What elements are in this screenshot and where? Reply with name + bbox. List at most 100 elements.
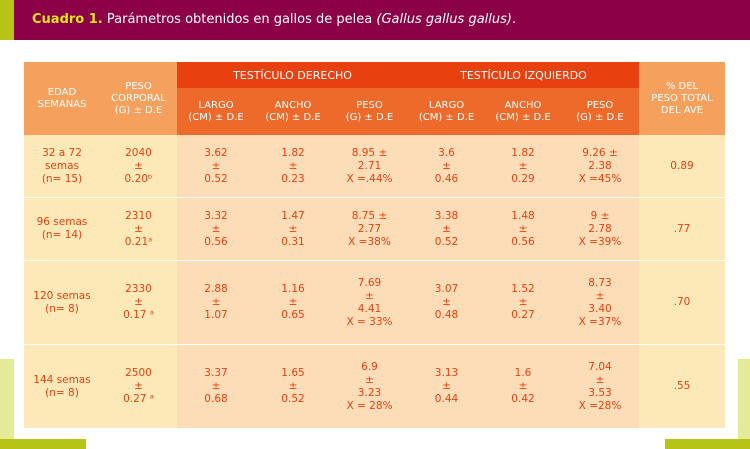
cell-line: ± [442,296,451,309]
cell-line: (CM) ± D.E [265,111,321,123]
cell-line: X =38% [348,235,391,248]
cell-line: 0.27 ᵃ [123,393,154,406]
cell-left-length: 3.38 ±0.52 [408,197,485,261]
cell-line: 3.37 [204,367,228,380]
cell-left-length: 3.13 ±0.44 [408,344,485,428]
table-row: 144 semas (n= 8) 2500 ±0.27 ᵃ 3.37 ±0.68 1.… [24,344,725,428]
header-percent-weight: % DEL PESO TOTAL DEL AVE [639,62,725,135]
cell-line: PESO [356,99,383,111]
cell-line: 3.32 [204,209,228,222]
cell-line: 0.48 [434,309,459,322]
cell-line: LARGO [428,99,465,111]
cell-line: X =39% [578,235,622,248]
cell-line: X =.44% [346,172,393,185]
cell-line: ± [595,373,605,386]
table-caption: Cuadro 1. Parámetros obtenidos en gallos… [32,0,516,40]
cell-line: ± [211,222,221,235]
header-left-length: LARGO (CM) ± D.E [408,88,485,135]
cell-line: 8.95 ± [351,146,388,159]
cell-line: 2.71 [357,159,382,172]
cell-line: ± [134,159,143,172]
cell-age: 144 semas (n= 8) [24,344,100,428]
cell-line: semas [44,159,80,172]
cell-line: 0.31 [281,235,305,248]
cell-line: 1.6 [514,367,532,380]
cell-line: 2310 [125,209,152,222]
cell-right-length: 3.32 ±0.56 [177,197,255,261]
cell-body-weight: 2040 ±0.20ᵇ [100,135,177,198]
header-right-width: ANCHO (CM) ± D.E [255,88,331,135]
cell-right-length: 3.37 ±0.68 [177,344,255,428]
cell-line: 7.69 [357,276,382,289]
cell-right-length: 2.88 ±1.07 [177,260,255,345]
cell-line: ± [518,296,528,309]
cell-left-length: 3.07 ±0.48 [408,260,485,345]
cell-age: 120 semas (n= 8) [24,260,100,345]
cell-age: 32 a 72 semas (n= 15) [24,135,100,198]
cell-line: 0.23 [281,172,305,185]
cell-body-weight: 2310 ±0.21ᵃ [100,197,177,261]
cell-body-weight: 2330 ±0.17 ᵃ [100,260,177,345]
cell-line: PESO [586,99,614,111]
cell-left-width: 1.82 ±0.29 [485,135,561,198]
cell-line: ± [595,289,605,302]
cell-line: 0.21ᵃ [124,235,153,248]
cell-line: 96 semas [36,216,88,229]
cell-right-width: 1.16 ±0.65 [255,260,331,345]
cell-line: 0.56 [511,235,535,248]
cell-line: DEL AVE [660,104,704,116]
cell-left-width: 1.48 ±0.56 [485,197,561,261]
cell-right-width: 1.82 ±0.23 [255,135,331,198]
cell-percent: 0.89 [639,135,725,198]
cell-line: 8.75 ± [351,209,388,222]
cell-left-width: 1.6 ±0.42 [485,344,561,428]
cell-line: ± [134,380,143,393]
cell-line: 0.27 [511,309,535,322]
cell-line: 32 a 72 [42,146,82,159]
cell-line: 120 semas [33,289,91,302]
cell-line: 2.88 [204,283,228,296]
caption-text: Parámetros obtenidos en gallos de pelea [106,12,373,27]
cell-line: (CM) ± D.E [418,111,475,123]
cell-left-weight: 8.73 ±3.40 X =37% [561,260,639,345]
cell-line: 2330 [125,283,152,296]
cell-line: 0.52 [204,172,228,185]
cell-right-weight: 7.69 ±4.41 X = 33% [331,260,408,345]
cell-line: 3.38 [434,209,459,222]
cell-line: (CM) ± D.E [188,111,244,123]
decor-left-block [0,359,14,449]
parameters-table: EDAD SEMANAS PESO CORPORAL (G) ± D.E TESTÍC… [24,62,725,428]
cell-line: (G) ± D.E [576,111,624,123]
cell-line: 1.82 [281,146,305,159]
cell-line: 4.41 [357,302,382,315]
title-bar [0,0,750,40]
header-body-weight: PESO CORPORAL (G) ± D.E [100,62,177,135]
cell-line: 0.42 [511,393,535,406]
decor-bottom-left-bar [0,439,86,449]
cell-line: 6.9 [361,360,378,373]
cell-left-weight: 7.04 ±3.53 X =28% [561,344,639,428]
cell-line: 3.23 [357,386,382,399]
decor-right-block [738,359,750,449]
cell-line: X = 33% [346,315,393,328]
cell-line: 1.16 [281,283,305,296]
cell-line: 1.82 [511,146,535,159]
cell-line: PESO TOTAL [651,92,713,104]
cell-right-weight: 8.75 ±2.77 X =38% [331,197,408,261]
cell-line: 1.48 [511,209,535,222]
cell-percent: .77 [639,197,725,261]
decor-bottom-right-bar [665,439,750,449]
table-row: 96 semas (n= 14) 2310 ±0.21ᵃ 3.32 ±0.56 1.4… [24,197,725,261]
cell-left-weight: 9 ±2.78 X =39% [561,197,639,261]
cell-percent: .70 [639,260,725,345]
cell-line: 8.73 [588,276,612,289]
cell-line: ± [442,159,451,172]
header-age: EDAD SEMANAS [24,62,100,135]
cell-line: 2.78 [588,222,612,235]
cell-line: ± [518,159,528,172]
cell-line: ANCHO [274,99,312,111]
header-right-length: LARGO (CM) ± D.E [177,88,255,135]
cell-line: ± [442,222,451,235]
cell-line: ± [365,289,374,302]
cell-line: 1.52 [511,283,535,296]
